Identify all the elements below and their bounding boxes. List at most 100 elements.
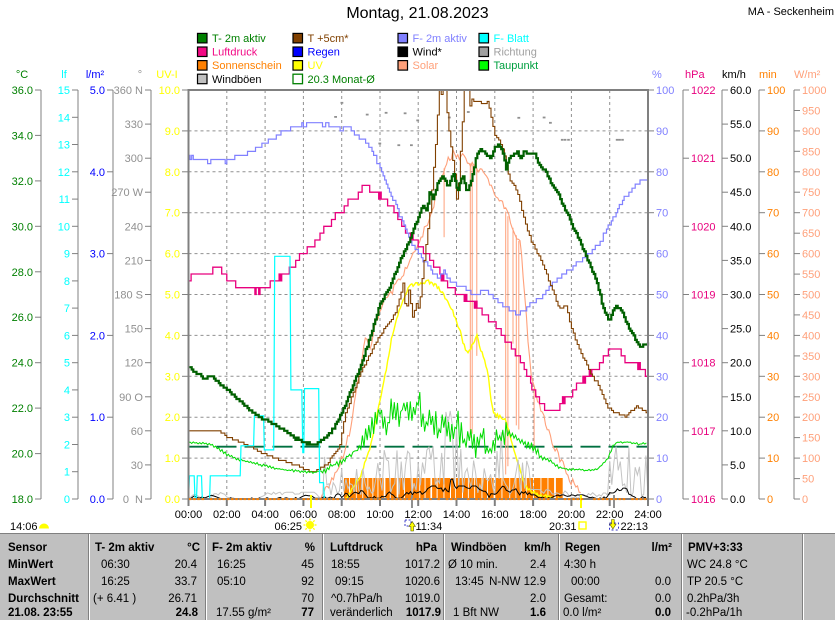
svg-text:32.0: 32.0 (12, 176, 33, 188)
svg-text:360 N: 360 N (114, 85, 143, 97)
svg-text:550: 550 (802, 269, 820, 281)
svg-text:12:00: 12:00 (404, 509, 432, 521)
svg-text:30: 30 (656, 371, 668, 383)
svg-text:2.0: 2.0 (165, 412, 180, 424)
svg-text:1: 1 (64, 467, 70, 479)
svg-text:22.0: 22.0 (12, 403, 33, 415)
svg-text:16:00: 16:00 (481, 509, 509, 521)
svg-text:30.0: 30.0 (730, 290, 751, 302)
svg-text:60.0: 60.0 (730, 85, 751, 97)
svg-text:400: 400 (802, 330, 820, 342)
svg-text:150: 150 (125, 324, 143, 336)
svg-text:1020: 1020 (691, 221, 715, 233)
svg-text:15: 15 (58, 85, 70, 97)
svg-text:20: 20 (767, 412, 779, 424)
svg-text:20.3 Monat-Ø: 20.3 Monat-Ø (308, 74, 376, 86)
svg-text:UV: UV (308, 60, 324, 72)
svg-text:300: 300 (125, 153, 143, 165)
svg-text:2.0: 2.0 (90, 330, 105, 342)
svg-text:Sonnenschein: Sonnenschein (212, 60, 282, 72)
svg-text:700: 700 (802, 208, 820, 220)
svg-text:240: 240 (125, 221, 143, 233)
svg-text:11: 11 (59, 194, 70, 206)
svg-text:5.0: 5.0 (730, 460, 745, 472)
svg-text:0: 0 (656, 494, 662, 506)
svg-text:36.0: 36.0 (12, 85, 33, 97)
svg-text:18:00: 18:00 (519, 509, 547, 521)
svg-text:10.0: 10.0 (730, 426, 751, 438)
svg-text:3.0: 3.0 (165, 371, 180, 383)
svg-text:150: 150 (802, 433, 820, 445)
svg-text:24.0: 24.0 (12, 358, 33, 370)
svg-text:270 W: 270 W (111, 187, 143, 199)
svg-text:26.0: 26.0 (12, 312, 33, 324)
svg-text:50.0: 50.0 (730, 153, 751, 165)
svg-text:1022: 1022 (691, 85, 715, 97)
svg-text:50: 50 (767, 290, 779, 302)
svg-text:450: 450 (802, 310, 820, 322)
svg-text:3.0: 3.0 (90, 249, 105, 261)
svg-text:10: 10 (656, 453, 668, 465)
svg-text:lf: lf (61, 69, 67, 81)
svg-text:km/h: km/h (722, 69, 746, 81)
svg-text:800: 800 (802, 167, 820, 179)
svg-text:600: 600 (802, 249, 820, 261)
svg-text:20.0: 20.0 (12, 449, 33, 461)
svg-text:hPa: hPa (685, 69, 705, 81)
svg-text:9: 9 (64, 249, 70, 261)
svg-text:70: 70 (767, 208, 779, 220)
svg-text:T +5cm*: T +5cm* (308, 33, 350, 45)
svg-text:300: 300 (802, 371, 820, 383)
svg-text:8.0: 8.0 (165, 167, 180, 179)
svg-text:0: 0 (802, 494, 808, 506)
svg-text:1019: 1019 (691, 290, 715, 302)
svg-text:1017: 1017 (691, 426, 715, 438)
svg-text:5: 5 (64, 358, 70, 370)
svg-text:Luftdruck: Luftdruck (212, 47, 258, 59)
svg-text:11:34: 11:34 (416, 521, 443, 533)
svg-text:900: 900 (802, 126, 820, 138)
svg-text:Wind*: Wind* (413, 47, 443, 59)
svg-text:06:00: 06:00 (290, 509, 318, 521)
svg-text:330: 330 (125, 119, 143, 131)
svg-text:80: 80 (656, 167, 668, 179)
svg-text:04:00: 04:00 (251, 509, 279, 521)
svg-text:30: 30 (131, 460, 143, 472)
svg-text:Windböen: Windböen (212, 74, 262, 86)
svg-text:100: 100 (656, 85, 674, 97)
svg-text:13: 13 (58, 140, 70, 152)
svg-text:12: 12 (58, 167, 70, 179)
svg-text:14:06: 14:06 (10, 521, 38, 533)
svg-text:l/m²: l/m² (86, 69, 105, 81)
svg-text:06:25: 06:25 (274, 521, 302, 533)
svg-text:20.0: 20.0 (730, 358, 751, 370)
svg-text:50: 50 (802, 474, 814, 486)
svg-text:F- Blatt: F- Blatt (494, 33, 529, 45)
svg-text:50: 50 (656, 290, 668, 302)
svg-text:1.0: 1.0 (90, 412, 105, 424)
svg-text:20:31: 20:31 (549, 521, 577, 533)
svg-text:750: 750 (802, 187, 820, 199)
svg-text:55.0: 55.0 (730, 119, 751, 131)
svg-text:40: 40 (767, 330, 779, 342)
svg-text:min: min (759, 69, 777, 81)
svg-text:0: 0 (767, 494, 773, 506)
svg-text:2: 2 (64, 440, 70, 452)
svg-text:20:00: 20:00 (558, 509, 586, 521)
svg-text:0: 0 (64, 494, 70, 506)
svg-text:200: 200 (802, 412, 820, 424)
svg-text:Taupunkt: Taupunkt (494, 60, 539, 72)
svg-text:24:00: 24:00 (634, 509, 662, 521)
svg-text:14: 14 (58, 112, 70, 124)
svg-text:18.0: 18.0 (12, 494, 33, 506)
svg-text:6.0: 6.0 (165, 249, 180, 261)
svg-text:02:00: 02:00 (213, 509, 241, 521)
svg-text:6: 6 (64, 330, 70, 342)
svg-text:9.0: 9.0 (165, 126, 180, 138)
svg-text:350: 350 (802, 351, 820, 363)
svg-text:210: 210 (125, 255, 143, 267)
svg-text:90: 90 (656, 126, 668, 138)
svg-text:Richtung: Richtung (494, 47, 537, 59)
svg-text:60: 60 (767, 249, 779, 261)
svg-text:850: 850 (802, 146, 820, 158)
